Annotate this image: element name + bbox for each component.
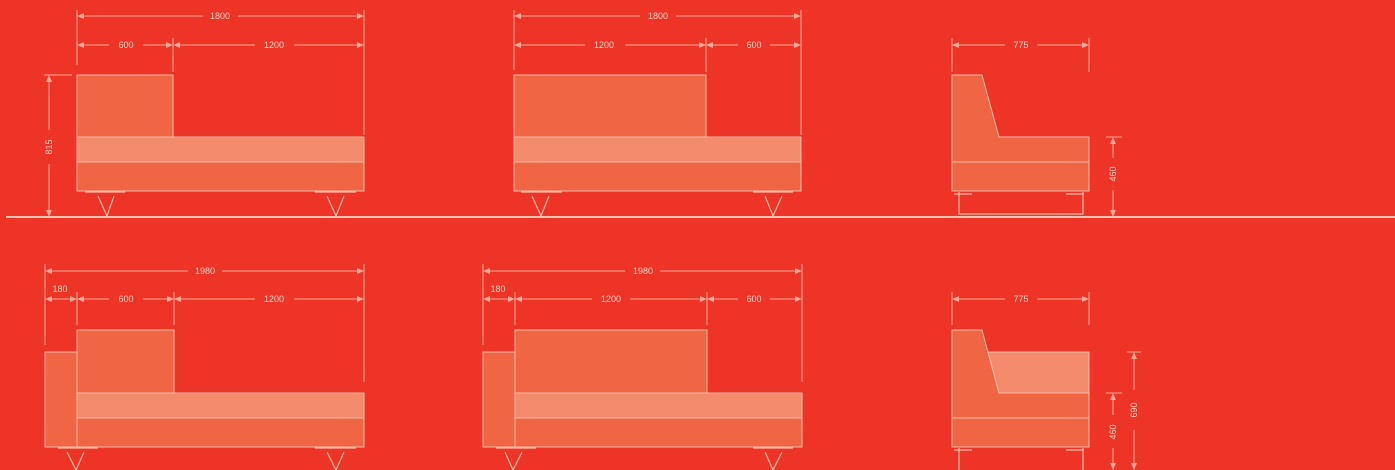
sofa-leg-right xyxy=(315,447,356,470)
side-leg-frame xyxy=(954,192,1084,215)
dim-seat-width: 1200 xyxy=(601,294,621,304)
sofa-backrest xyxy=(513,74,707,138)
top-row: 1800 600 1200 815 1800 1200 600 xyxy=(6,10,1395,218)
side-armrest xyxy=(987,351,1090,394)
side-base xyxy=(951,161,1090,192)
dims-top-right xyxy=(513,10,802,135)
dims-bottom-left xyxy=(44,264,365,382)
dim-back-width: 600 xyxy=(746,40,761,50)
sofa-leg-right xyxy=(753,447,793,470)
side-leg-frame xyxy=(954,448,1084,470)
sofa-armrest xyxy=(482,351,516,448)
side-base xyxy=(951,417,1090,448)
dim-arm-width: 180 xyxy=(52,284,67,294)
sofa-seat-cushion xyxy=(76,136,365,163)
sofa-leg-left xyxy=(58,447,98,470)
dim-seat-width: 1200 xyxy=(594,40,614,50)
sofa-backrest xyxy=(76,74,174,138)
sofa-armrest xyxy=(44,351,78,448)
sofa-bottom-left xyxy=(44,329,365,470)
dim-overall-width: 1800 xyxy=(648,11,668,21)
sofa-leg-left xyxy=(521,191,562,218)
dim-seat-width: 1200 xyxy=(264,294,284,304)
sofa-top-left xyxy=(76,74,365,218)
dims-top-left xyxy=(44,10,365,217)
dim-depth: 775 xyxy=(1013,294,1028,304)
dim-back-width: 600 xyxy=(746,294,761,304)
sofa-leg-right xyxy=(753,191,793,218)
dims-bottom-right xyxy=(482,264,803,382)
dim-seat-height: 460 xyxy=(1108,424,1118,439)
sofa-base xyxy=(76,161,365,192)
sofa-backrest xyxy=(76,329,175,394)
sofa-base xyxy=(76,417,365,448)
dims-side-top xyxy=(951,38,1122,217)
dim-overall-width: 1980 xyxy=(633,266,653,276)
sofa-seat-cushion xyxy=(76,392,365,419)
dim-back-width: 600 xyxy=(118,294,133,304)
sofa-base xyxy=(513,161,802,192)
bottom-row: 1980 180 600 1200 1980 180 xyxy=(44,264,1141,470)
sofa-seat-cushion xyxy=(513,136,802,163)
side-view-bottom xyxy=(951,329,1090,470)
sofa-top-right xyxy=(513,74,802,218)
sofa-leg-left xyxy=(496,447,536,470)
dim-overall-width: 1800 xyxy=(210,11,230,21)
sofa-seat-cushion xyxy=(514,392,803,419)
side-back-seat xyxy=(951,74,1090,163)
sofa-backrest xyxy=(514,329,708,394)
dim-seat-width: 1200 xyxy=(264,40,284,50)
sofa-base xyxy=(514,417,803,448)
dim-seat-height: 460 xyxy=(1108,166,1118,181)
dims-side-bottom xyxy=(951,292,1141,470)
dim-height: 815 xyxy=(44,139,54,154)
side-view-top xyxy=(951,74,1090,215)
sofa-leg-right xyxy=(315,191,356,218)
dim-arm-height: 690 xyxy=(1129,402,1139,417)
dim-arm-width: 180 xyxy=(490,284,505,294)
dim-depth: 775 xyxy=(1013,40,1028,50)
dim-overall-width: 1980 xyxy=(195,266,215,276)
dim-back-width: 600 xyxy=(118,40,133,50)
sofa-bottom-right xyxy=(482,329,803,470)
sofa-leg-left xyxy=(85,191,125,218)
